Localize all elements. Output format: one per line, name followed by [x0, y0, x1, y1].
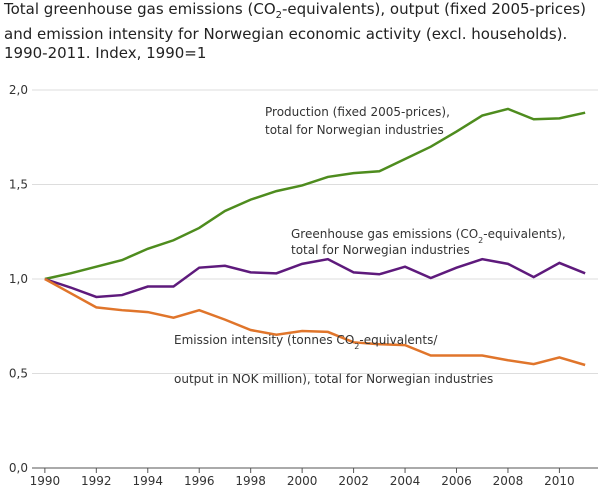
label-part: -equivalents/	[359, 333, 438, 347]
y-tick-label: 2,0	[9, 83, 28, 97]
label-subscript: 2	[478, 236, 483, 245]
y-tick-label: 1,5	[9, 178, 28, 192]
series-label: output in NOK million), total for Norweg…	[174, 372, 493, 386]
label-subscript: 2	[354, 342, 359, 351]
x-tick-label: 2002	[338, 474, 369, 488]
y-tick-label: 0,5	[9, 367, 28, 381]
chart-title: Total greenhouse gas emissions (CO2-equi…	[4, 0, 604, 63]
x-tick-label: 1998	[235, 474, 266, 488]
x-tick-label: 2008	[493, 474, 524, 488]
x-tick-label: 1990	[30, 474, 61, 488]
label-part: Emission intensity (tonnes CO	[174, 333, 354, 347]
x-tick-label: 2004	[390, 474, 421, 488]
label-part: output in NOK million), total for Norweg…	[174, 372, 493, 386]
y-tick-label: 0,0	[9, 461, 28, 475]
label-part: total for Norwegian industries	[291, 243, 470, 257]
x-tick-label: 2000	[287, 474, 318, 488]
title-part: -equivalents), output (fixed 2005-prices…	[4, 0, 586, 62]
label-part: Production (fixed 2005-prices),	[265, 105, 450, 119]
x-tick-label: 2010	[544, 474, 575, 488]
label-part: total for Norwegian industries	[265, 123, 444, 137]
series-label: total for Norwegian industries	[291, 243, 470, 257]
series-line	[44, 107, 586, 281]
label-part: -equivalents),	[483, 227, 566, 241]
x-tick-label: 2006	[441, 474, 472, 488]
x-tick-label: 1992	[81, 474, 112, 488]
x-tick-label: 1996	[184, 474, 215, 488]
series-label: Emission intensity (tonnes CO2-equivalen…	[174, 333, 438, 351]
series-line	[44, 257, 586, 299]
series-label: Production (fixed 2005-prices),	[265, 105, 450, 119]
title-subscript: 2	[275, 10, 283, 21]
series-label: total for Norwegian industries	[265, 123, 444, 137]
x-tick-label: 1994	[132, 474, 163, 488]
label-part: Greenhouse gas emissions (CO	[291, 227, 478, 241]
title-part: Total greenhouse gas emissions (CO	[4, 0, 276, 18]
series-line	[44, 277, 586, 367]
y-tick-label: 1,0	[9, 272, 28, 286]
series-label: Greenhouse gas emissions (CO2-equivalent…	[291, 227, 566, 245]
